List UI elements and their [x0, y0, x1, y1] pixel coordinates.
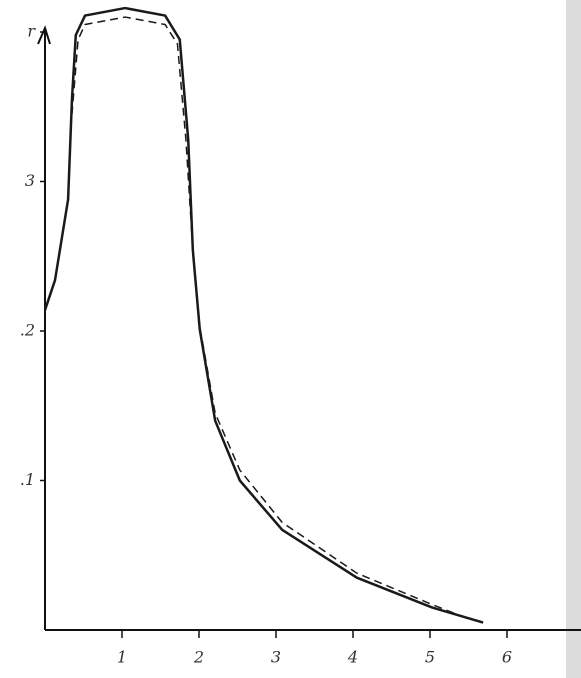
y-tick-label: .2 [20, 321, 35, 340]
y-tick-label: .1 [20, 470, 35, 489]
x-tick-label: 2 [193, 648, 204, 667]
y-tick-label: r [27, 22, 36, 41]
data-line [71, 16, 471, 621]
y-tick-label: 3 [25, 171, 35, 190]
y-axis-arrow [37, 25, 51, 45]
data-line [43, 6, 484, 624]
x-tick-label: 6 [502, 648, 512, 667]
x-tick-label: 3 [271, 648, 281, 667]
x-tick-label: 5 [425, 648, 435, 667]
scan-edge [566, 0, 581, 678]
x-tick-label: 1 [117, 648, 127, 667]
x-tick-label: 4 [347, 648, 358, 667]
